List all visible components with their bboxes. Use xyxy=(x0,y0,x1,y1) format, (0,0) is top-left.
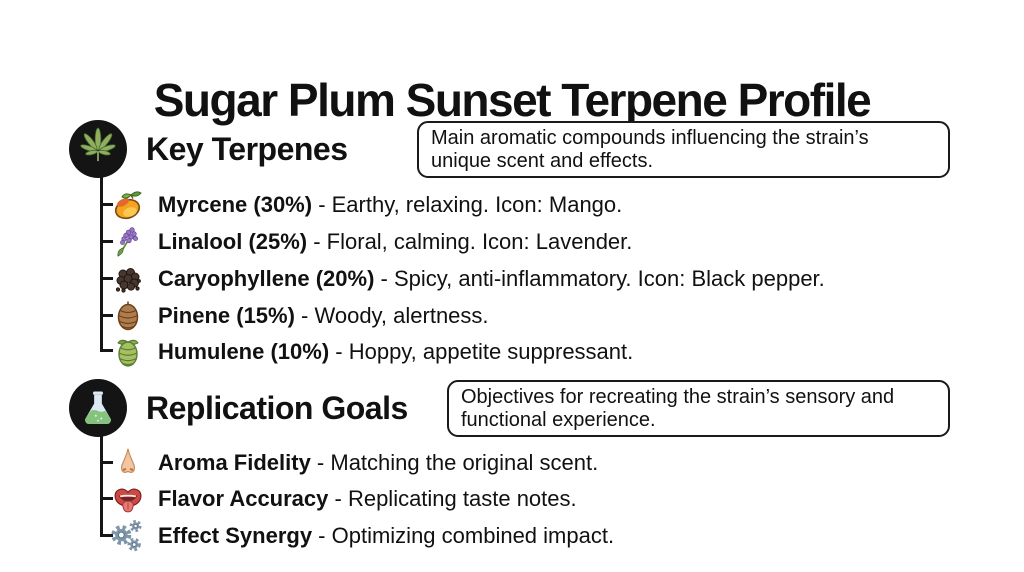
goal-item-aroma-fidelity: Aroma Fidelity - Matching the original s… xyxy=(107,443,598,483)
key-terpenes-description: Main aromatic compounds influencing the … xyxy=(417,121,950,178)
terpene-item-linalool: Linalool (25%) - Floral, calming. Icon: … xyxy=(107,222,632,262)
section2-connector-line xyxy=(100,431,103,537)
description-line: Main aromatic compounds influencing the … xyxy=(431,126,869,149)
item-name: Aroma Fidelity xyxy=(158,450,311,475)
connector-tick xyxy=(100,314,113,317)
item-detail: - Woody, alertness. xyxy=(294,303,489,328)
hops-icon xyxy=(107,332,149,372)
item-name: Myrcene (30%) xyxy=(158,192,313,217)
cannabis-leaf-icon xyxy=(76,127,120,171)
item-name: Caryophyllene (20%) xyxy=(158,266,375,291)
key-terpenes-badge xyxy=(69,120,127,178)
connector-tick xyxy=(100,277,113,280)
description-line: functional experience. xyxy=(461,408,656,431)
section1-connector-line xyxy=(100,172,103,352)
item-name: Linalool (25%) xyxy=(158,229,308,254)
pine-cone-icon xyxy=(107,296,149,336)
item-detail: - Spicy, anti-inflammatory. Icon: Black … xyxy=(374,266,825,291)
terpene-item-myrcene: Myrcene (30%) - Earthy, relaxing. Icon: … xyxy=(107,185,622,225)
mango-icon xyxy=(107,185,149,225)
item-detail: - Floral, calming. Icon: Lavender. xyxy=(307,229,633,254)
connector-tick xyxy=(100,349,113,352)
connector-tick xyxy=(100,497,113,500)
replication-goals-description: Objectives for recreating the strain’s s… xyxy=(447,380,950,437)
item-detail: - Earthy, relaxing. Icon: Mango. xyxy=(312,192,623,217)
item-name: Pinene (15%) xyxy=(158,303,295,328)
connector-tick xyxy=(100,203,113,206)
description-line: Objectives for recreating the strain’s s… xyxy=(461,385,895,408)
terpene-item-humulene: Humulene (10%) - Hoppy, appetite suppres… xyxy=(107,332,633,372)
key-terpenes-heading: Key Terpenes xyxy=(146,131,348,167)
connector-tick xyxy=(100,240,113,243)
item-detail: - Matching the original scent. xyxy=(310,450,599,475)
lavender-icon xyxy=(107,222,149,262)
replication-goals-badge xyxy=(69,379,127,437)
connector-tick xyxy=(100,534,113,537)
terpene-item-caryophyllene: Caryophyllene (20%) - Spicy, anti-inflam… xyxy=(107,259,825,299)
gears-icon xyxy=(107,517,149,555)
replication-goals-heading: Replication Goals xyxy=(146,390,408,426)
item-name: Flavor Accuracy xyxy=(158,486,329,511)
goal-item-flavor-accuracy: Flavor Accuracy - Replicating taste note… xyxy=(107,479,577,519)
item-detail: - Hoppy, appetite suppressant. xyxy=(329,339,634,364)
mouth-tongue-icon xyxy=(107,480,149,518)
page-title: Sugar Plum Sunset Terpene Profile xyxy=(153,73,872,126)
nose-icon xyxy=(107,444,149,482)
connector-tick xyxy=(100,461,113,464)
flask-icon xyxy=(76,386,120,430)
goal-item-effect-synergy: Effect Synergy - Optimizing combined imp… xyxy=(107,516,614,556)
item-detail: - Optimizing combined impact. xyxy=(312,523,615,548)
black-pepper-icon xyxy=(107,259,149,299)
item-name: Effect Synergy xyxy=(158,523,313,548)
item-name: Humulene (10%) xyxy=(158,339,330,364)
item-detail: - Replicating taste notes. xyxy=(328,486,577,511)
terpene-item-pinene: Pinene (15%) - Woody, alertness. xyxy=(107,296,489,336)
description-line: unique scent and effects. xyxy=(431,149,654,172)
